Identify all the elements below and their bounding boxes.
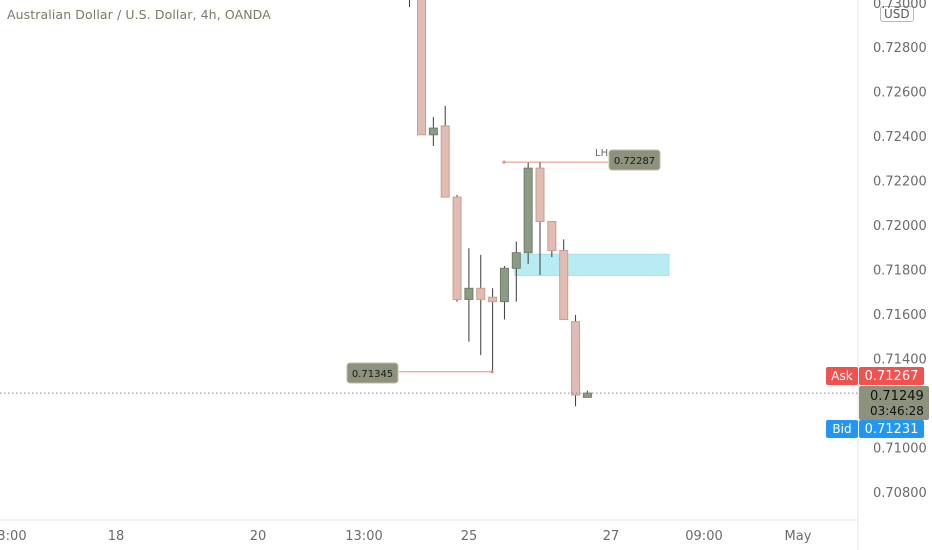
- y-tick-label: 0.71400: [873, 353, 927, 368]
- candle-bearish[interactable]: [547, 221, 557, 251]
- bar-countdown: 03:46:28: [870, 404, 924, 418]
- candle-bullish[interactable]: [428, 127, 438, 136]
- bid-price: 0.71231: [865, 422, 919, 437]
- swing-low-anchor-dot: [490, 370, 494, 374]
- y-tick-label: 0.71000: [873, 442, 927, 457]
- candle-bullish[interactable]: [511, 252, 521, 269]
- lh-price-box[interactable]: [608, 149, 661, 171]
- candle-bearish[interactable]: [452, 196, 462, 300]
- y-tick-label: 0.71600: [873, 308, 927, 323]
- y-tick-label: 0.70800: [873, 486, 927, 501]
- last-price-tag: [859, 386, 929, 420]
- x-tick-label: 09:00: [685, 529, 722, 544]
- candle-bearish[interactable]: [488, 296, 498, 303]
- y-tick-label-top: 0.73000: [873, 0, 927, 12]
- y-tick-label: 0.72000: [873, 219, 927, 234]
- bid-tag: [826, 420, 858, 438]
- x-tick-label: 27: [603, 529, 620, 544]
- candle-bullish[interactable]: [523, 167, 533, 254]
- y-tick-label: 0.72200: [873, 175, 927, 190]
- y-tick-label: 0.72600: [873, 86, 927, 101]
- highlight-zone[interactable]: [514, 253, 670, 276]
- x-tick-label: 18: [108, 529, 125, 544]
- ask-price: 0.71267: [865, 369, 919, 384]
- y-tick-label: 0.71800: [873, 264, 927, 279]
- y-tick-label: 0.72400: [873, 130, 927, 145]
- x-tick-label: 3:00: [0, 529, 27, 544]
- lh-price-value: 0.72287: [614, 156, 655, 167]
- candle-bullish[interactable]: [499, 267, 509, 303]
- lh-anchor-dot: [502, 160, 506, 164]
- candle-bearish[interactable]: [571, 321, 581, 396]
- chart-title: Australian Dollar / U.S. Dollar, 4h, OAN…: [7, 7, 271, 22]
- x-tick-label: May: [785, 529, 812, 544]
- ask-price-tag: [859, 367, 924, 385]
- x-tick-label: 25: [461, 529, 478, 544]
- currency-unit-badge[interactable]: USD: [880, 6, 914, 22]
- last-price: 0.71249: [870, 389, 924, 404]
- candle-bullish[interactable]: [464, 287, 474, 300]
- x-tick-label: 13:00: [345, 529, 382, 544]
- candle-bearish[interactable]: [417, 0, 426, 136]
- bid-price-tag: [859, 420, 924, 438]
- candle-bullish[interactable]: [582, 392, 592, 398]
- ask-tag: [826, 367, 858, 385]
- candle-bearish[interactable]: [476, 287, 486, 300]
- bid-label: Bid: [832, 422, 851, 436]
- candle-bearish[interactable]: [440, 125, 450, 198]
- lh-label: LH: [595, 148, 608, 159]
- y-tick-label: 0.72800: [873, 41, 927, 56]
- swing-low-price-value: 0.71345: [352, 369, 393, 380]
- candle-bearish[interactable]: [559, 249, 569, 320]
- ask-label: Ask: [831, 369, 852, 383]
- swing-low-price-box[interactable]: [346, 362, 399, 384]
- x-tick-label: 20: [250, 529, 267, 544]
- candle-bearish[interactable]: [535, 167, 545, 223]
